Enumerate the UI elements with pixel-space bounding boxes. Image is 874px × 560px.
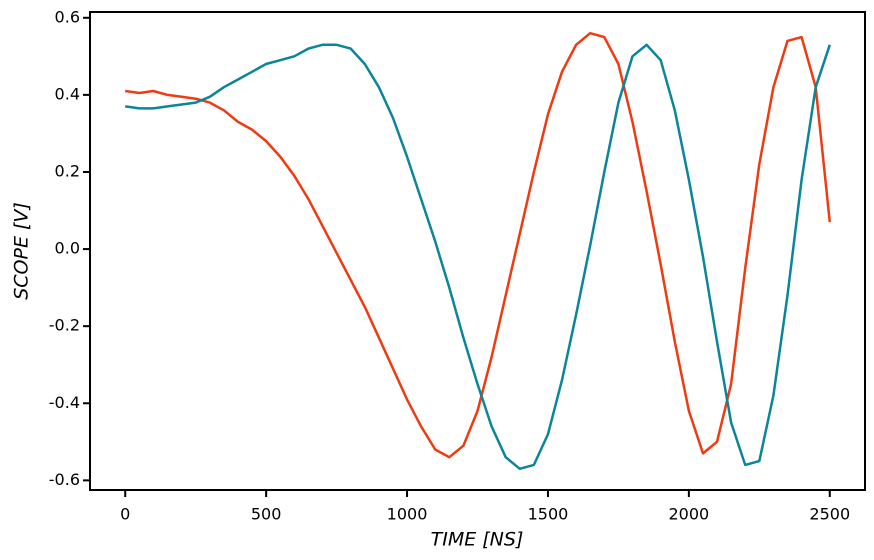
series-line xyxy=(125,31,832,459)
y-tick-label: 0.6 xyxy=(55,7,80,26)
x-tick-label: 1500 xyxy=(528,505,569,524)
y-tick-label: 0.0 xyxy=(55,239,80,258)
y-tick-label: 0.2 xyxy=(55,161,80,180)
x-tick-label: 2500 xyxy=(809,505,850,524)
x-tick-label: 1000 xyxy=(387,505,428,524)
x-axis-label: TIME [NS] xyxy=(431,529,524,551)
plot-frame xyxy=(89,11,866,491)
x-tick-label: 0 xyxy=(120,505,130,524)
x-tick-label: 500 xyxy=(251,505,282,524)
x-tick-label: 2000 xyxy=(669,505,710,524)
y-tick-label: 0.4 xyxy=(55,84,80,103)
y-axis-label: SCOPE [V] xyxy=(11,202,33,300)
y-tick-label: -0.4 xyxy=(49,393,80,412)
y-tick-label: -0.2 xyxy=(49,316,80,335)
series-line xyxy=(125,43,831,471)
y-tick-label: -0.6 xyxy=(49,470,80,489)
